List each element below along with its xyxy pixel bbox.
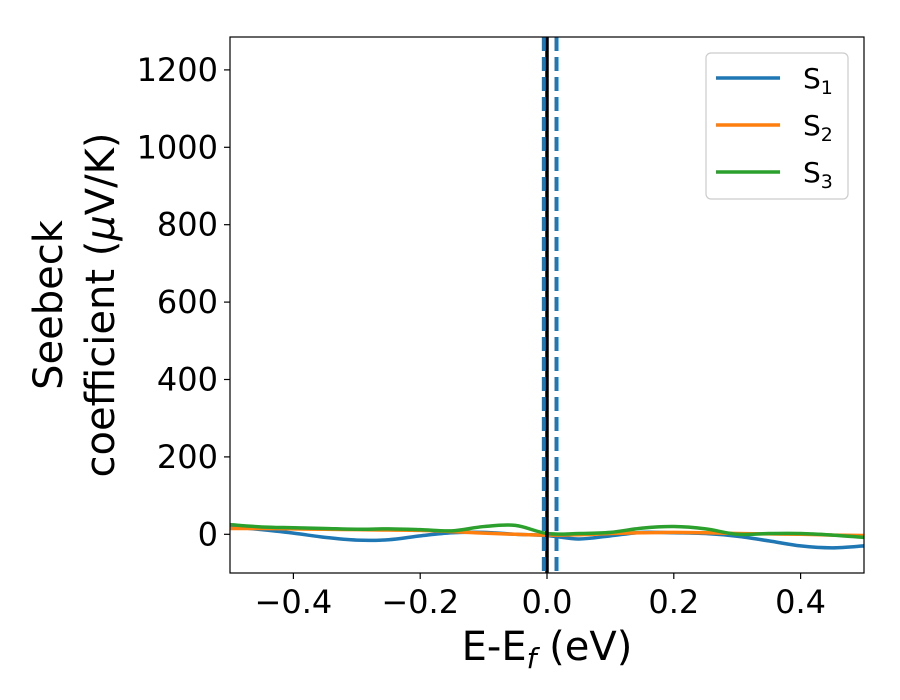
x-tick-label: 0.4: [775, 583, 826, 621]
y-tick-label: 600: [157, 283, 218, 321]
y-axis-label-mu: μ: [78, 215, 124, 241]
legend: S1 S2 S3: [705, 52, 849, 200]
x-tick-label: 0.0: [522, 583, 573, 621]
y-axis-label-line2: coefficient (μV/K): [78, 133, 124, 478]
legend-label-3: S3: [803, 156, 833, 193]
y-axis-label: Seebeck coefficient (μV/K): [26, 133, 124, 478]
plot-area: [230, 37, 864, 573]
legend-label-2: S2: [803, 109, 833, 146]
y-tick-label: 1000: [137, 128, 218, 166]
x-axis: −0.4 −0.2 0.0 0.2 0.4: [255, 573, 826, 621]
x-axis-label-unit: (eV): [536, 624, 632, 670]
legend-label-1: S1: [803, 62, 833, 99]
x-tick-label: −0.4: [255, 583, 333, 621]
y-tick-label: 0: [198, 515, 218, 553]
y-tick-label: 1200: [137, 51, 218, 89]
y-axis: 0 200 400 600 800 1000 1200: [137, 51, 230, 553]
y-axis-label-unit: V/K): [78, 133, 124, 216]
y-axis-label-prefix: coefficient (: [78, 241, 124, 478]
y-axis-label-line1: Seebeck: [26, 219, 72, 390]
y-tick-label: 400: [157, 360, 218, 398]
x-tick-label: 0.2: [648, 583, 699, 621]
y-tick-label: 800: [157, 206, 218, 244]
x-tick-label: −0.2: [381, 583, 459, 621]
x-axis-label: E-Ef (eV): [462, 624, 633, 675]
y-tick-label: 200: [157, 438, 218, 476]
x-axis-label-main: E-E: [462, 624, 527, 670]
